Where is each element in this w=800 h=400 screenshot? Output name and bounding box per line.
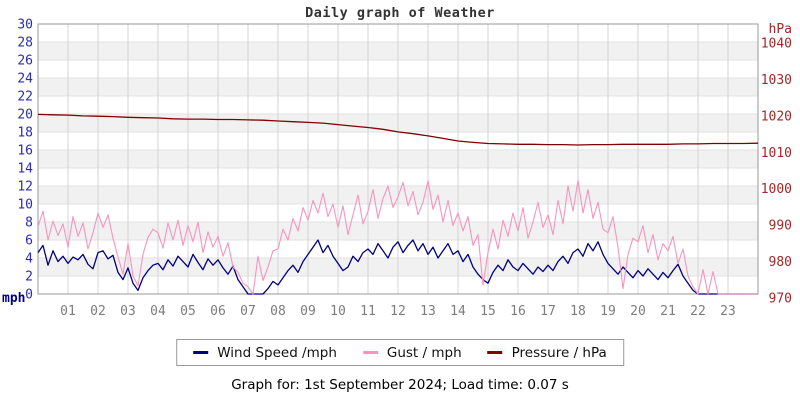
- right-axis-tick-label: 980: [769, 255, 792, 270]
- x-axis-tick-label: 05: [180, 304, 196, 319]
- right-axis-tick-label: 1020: [761, 109, 792, 124]
- x-axis-tick-label: 12: [390, 304, 406, 319]
- legend-item-wind-speed: Wind Speed /mph: [193, 345, 337, 361]
- x-axis-tick-label: 08: [270, 304, 286, 319]
- left-axis-tick-label: 6: [25, 234, 33, 249]
- pressure-line-swatch-icon: [487, 351, 503, 354]
- left-axis-tick-label: 8: [25, 216, 33, 231]
- gust-line: [37, 180, 758, 295]
- left-axis-tick-label: 28: [17, 36, 33, 51]
- x-axis-tick-label: 16: [510, 304, 526, 319]
- legend-label-pressure: Pressure / hPa: [511, 344, 607, 361]
- x-axis-tick-label: 13: [420, 304, 436, 319]
- x-axis-tick-label: 04: [150, 304, 166, 319]
- right-axis-tick-label: 1030: [761, 73, 792, 88]
- right-axis-tick-label: 970: [769, 292, 792, 307]
- x-axis-tick-label: 03: [120, 304, 136, 319]
- left-axis-tick-label: 30: [17, 18, 33, 33]
- x-axis-tick-label: 10: [330, 304, 346, 319]
- chart-title: Daily graph of Weather: [305, 5, 495, 21]
- pressure-line: [37, 113, 759, 146]
- left-axis-tick-label: 2: [25, 270, 33, 285]
- x-axis-tick-label: 07: [240, 304, 256, 319]
- left-axis-tick-label: 0: [25, 288, 33, 303]
- left-axis-tick-label: 26: [17, 54, 33, 69]
- right-axis-tick-label: 1040: [761, 36, 792, 51]
- left-axis-tick-label: 10: [17, 198, 33, 213]
- axis-labels: 0246810121416182022242628309709809901000…: [2, 18, 792, 320]
- x-axis-tick-label: 09: [300, 304, 316, 319]
- x-axis-tick-label: 06: [210, 304, 226, 319]
- x-axis-tick-label: 15: [480, 304, 496, 319]
- right-axis-unit-label: hPa: [769, 22, 792, 37]
- legend-item-gust: Gust / mph: [362, 344, 462, 361]
- x-axis-tick-label: 23: [720, 304, 736, 319]
- x-axis-tick-label: 22: [690, 304, 706, 319]
- legend-label-wind-speed: Wind Speed /mph: [217, 344, 337, 361]
- left-axis-tick-label: 14: [17, 162, 33, 177]
- left-axis-tick-label: 22: [17, 90, 33, 105]
- wind-speed-line-swatch-icon: [193, 351, 209, 354]
- wind-line: [37, 239, 758, 295]
- right-axis-tick-label: 990: [769, 219, 792, 234]
- chart-legend: Wind Speed /mph Gust / mph Pressure / hP…: [176, 339, 624, 366]
- legend-label-gust: Gust / mph: [386, 344, 462, 361]
- x-axis-tick-label: 01: [60, 304, 76, 319]
- plot-border: [37, 23, 759, 295]
- x-axis-tick-label: 18: [570, 304, 586, 319]
- left-axis-tick-label: 18: [17, 126, 33, 141]
- x-axis-tick-label: 20: [630, 304, 646, 319]
- x-axis-tick-label: 14: [450, 304, 466, 319]
- x-axis-tick-label: 11: [360, 304, 376, 319]
- x-axis-tick-label: 21: [660, 304, 676, 319]
- left-axis-unit-label: mph: [2, 291, 25, 306]
- left-axis-tick-label: 24: [17, 72, 33, 87]
- left-axis-tick-label: 12: [17, 180, 33, 195]
- gust-line-swatch-icon: [362, 351, 378, 354]
- left-axis-tick-label: 4: [25, 252, 33, 267]
- x-axis-tick-label: 17: [540, 304, 556, 319]
- right-axis-tick-label: 1000: [761, 182, 792, 197]
- footer-caption: Graph for: 1st September 2024; Load time…: [231, 377, 569, 393]
- chart-canvas: 0246810121416182022242628309709809901000…: [2, 18, 792, 320]
- legend-item-pressure: Pressure / hPa: [487, 344, 607, 361]
- right-axis-tick-label: 1010: [761, 146, 792, 161]
- left-axis-tick-label: 20: [17, 108, 33, 123]
- left-axis-tick-label: 16: [17, 144, 33, 159]
- x-axis-tick-label: 19: [600, 304, 616, 319]
- x-axis-tick-label: 02: [90, 304, 106, 319]
